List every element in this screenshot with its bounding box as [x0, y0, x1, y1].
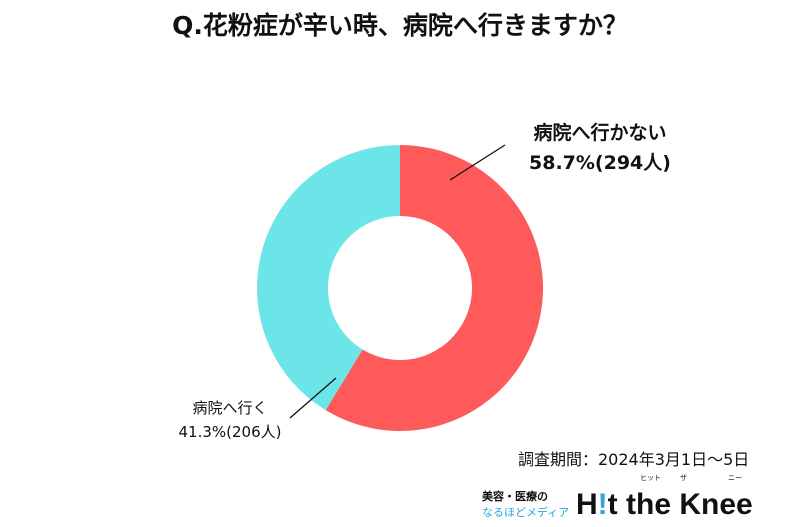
slice-label-no: 病院へ行かない 58.7%(294人) — [500, 118, 700, 178]
chart-title: Q.花粉症が辛い時、病院へ行きますか？ — [172, 11, 628, 40]
logo-tagline: 美容・医療の なるほどメディア — [482, 489, 569, 521]
slice-label-yes-name: 病院へ行く — [192, 399, 268, 417]
leader-line-1 — [289, 377, 337, 419]
logo-ruby-3: ニー — [728, 474, 742, 482]
slice-1 — [256, 145, 400, 411]
logo-tagline-2: なるほどメディア — [482, 506, 570, 519]
slice-label-yes: 病院へ行く 41.3%(206人) — [160, 396, 300, 444]
logo-ruby-1: ヒット — [640, 474, 661, 482]
logo-name: H!t the Knee — [576, 488, 753, 521]
slice-label-no-name: 病院へ行かない — [533, 122, 667, 144]
slice-label-yes-value: 41.3%(206人) — [178, 423, 282, 441]
slice-label-no-value: 58.7%(294人) — [529, 152, 671, 174]
slice-0 — [325, 145, 543, 431]
logo-tagline-1: 美容・医療の — [482, 490, 548, 503]
logo-ruby-2: ザ — [680, 474, 687, 482]
leader-line-0 — [449, 144, 506, 181]
survey-period: 調査期間：2024年3月1日〜5日 — [518, 450, 750, 469]
